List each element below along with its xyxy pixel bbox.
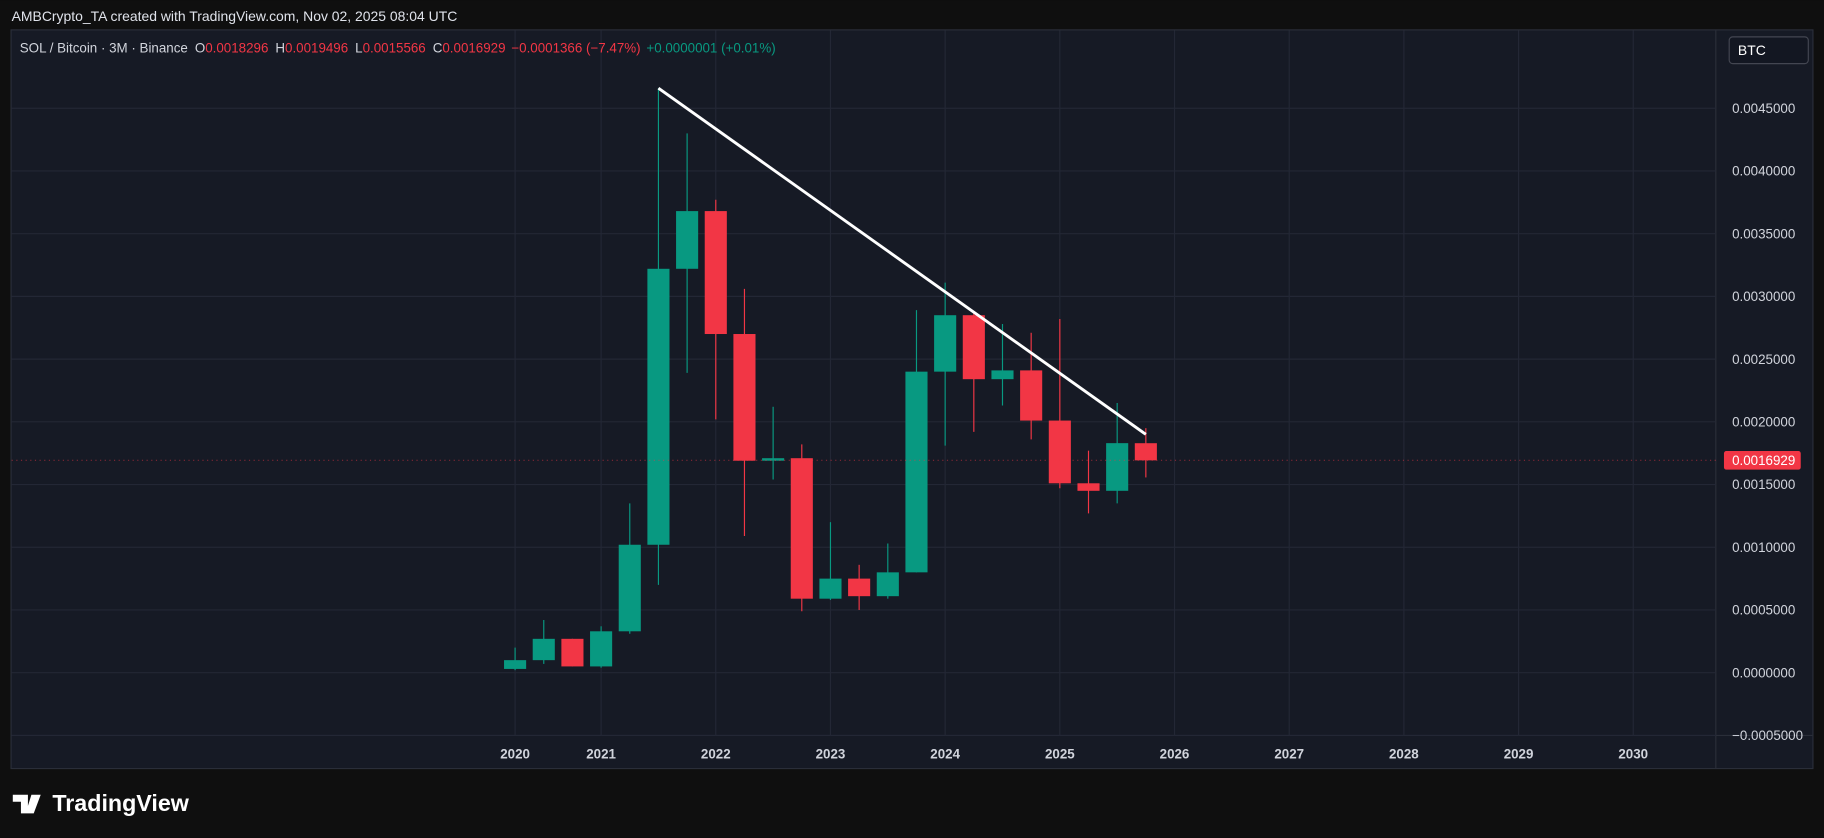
y-tick-label: 0.0035000 [1732, 226, 1795, 241]
y-tick-label: 0.0025000 [1732, 352, 1795, 367]
x-tick-label: 2024 [930, 747, 960, 762]
y-tick-label: 0.0000000 [1732, 665, 1795, 680]
y-tick-label: 0.0005000 [1732, 603, 1795, 618]
y-tick-label: 0.0010000 [1732, 540, 1795, 555]
x-tick-label: 2020 [500, 747, 530, 762]
candle-body [790, 458, 813, 599]
y-tick-label: 0.0030000 [1732, 289, 1795, 304]
candle-body [590, 631, 613, 667]
candle-body [762, 458, 785, 461]
price-tag [1723, 451, 1801, 470]
l-value: 0.0015566 [363, 41, 426, 56]
o-value: 0.0018296 [205, 41, 268, 56]
candle-body [532, 638, 555, 661]
x-tick-label: 2023 [816, 747, 846, 762]
x-tick-label: 2025 [1045, 747, 1075, 762]
o-label: O [195, 41, 205, 56]
candle-body [647, 268, 670, 545]
candle-body [991, 370, 1014, 380]
brand: TradingView [52, 790, 189, 816]
y-tick-label: −0.0005000 [1732, 728, 1803, 743]
price-tag-label: 0.0016929 [1732, 453, 1795, 468]
marks: 0.0016929 [11, 86, 1801, 671]
x-tick-label: 2029 [1504, 747, 1534, 762]
x-tick-label: 2027 [1274, 747, 1304, 762]
x-tick-label: 2021 [586, 747, 616, 762]
candle-body [819, 578, 842, 599]
c-value: 0.0016929 [442, 41, 505, 56]
x-tick-label: 2030 [1618, 747, 1648, 762]
candle-body [561, 638, 584, 667]
currency-button[interactable] [1728, 36, 1809, 65]
candle-body [1077, 483, 1100, 491]
candle-body [1134, 443, 1157, 461]
x-tick-label: 2022 [701, 747, 731, 762]
x-tick-label: 2028 [1389, 747, 1419, 762]
extra-change: +0.0000001 (+0.01%) [646, 41, 775, 56]
candle-body [1106, 443, 1129, 491]
candle-body [618, 544, 641, 632]
candle-body [1048, 420, 1071, 484]
candle-body [905, 371, 928, 573]
legend: SOL / Bitcoin · 3M · Binance O0.0018296 H0… [20, 41, 776, 56]
candle-body [876, 572, 899, 597]
currency-label[interactable]: BTC [1738, 42, 1766, 58]
l-label: L [355, 41, 362, 56]
candle-body [934, 315, 957, 372]
h-value: 0.0019496 [285, 41, 348, 56]
y-tick-label: 0.0040000 [1732, 164, 1795, 179]
candle-body [504, 660, 527, 669]
candle-body [676, 211, 699, 269]
h-label: H [275, 41, 285, 56]
candle-body [962, 315, 985, 380]
candle-body [733, 334, 756, 461]
change: −0.0001366 (−7.47%) [511, 41, 640, 56]
symbol: SOL / Bitcoin · 3M · Binance [20, 41, 188, 56]
candle-body [1020, 370, 1043, 421]
trendline [657, 86, 1147, 436]
brand-logo [12, 794, 41, 814]
y-tick-label: 0.0015000 [1732, 477, 1795, 492]
x-tick-label: 2026 [1160, 747, 1190, 762]
c-label: C [433, 41, 443, 56]
y-tick-label: 0.0020000 [1732, 414, 1795, 429]
candle-body [704, 211, 727, 335]
candle-body [848, 578, 871, 597]
grid: −0.0005000 0.0000000 0.0005000 0.0010000 0.0… [11, 30, 1803, 762]
y-tick-label: 0.0045000 [1732, 101, 1795, 116]
credit: AMBCrypto_TA created with TradingView.co… [12, 8, 458, 24]
